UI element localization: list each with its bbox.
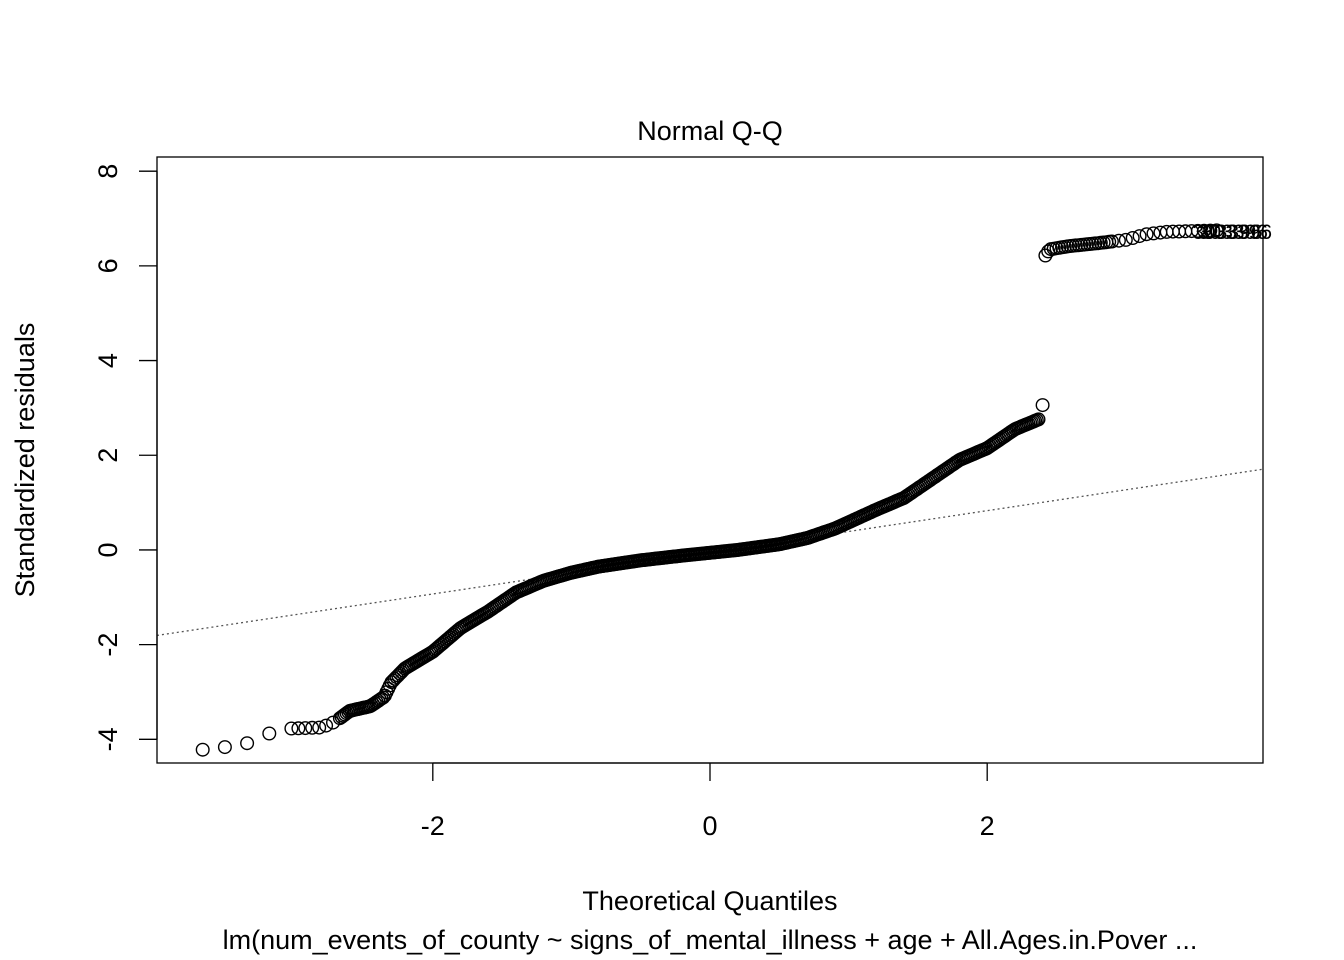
data-point xyxy=(319,718,334,733)
data-point xyxy=(1139,227,1154,242)
x-axis: -2 0 2 xyxy=(421,762,995,841)
data-point xyxy=(1118,232,1133,247)
data-point xyxy=(1203,223,1218,238)
data-point xyxy=(1111,233,1126,248)
outlier-label: 303396 xyxy=(1192,221,1262,244)
data-point xyxy=(262,726,277,741)
data-point xyxy=(1132,229,1147,244)
data-point xyxy=(240,736,255,751)
y-tick-label: 6 xyxy=(93,258,123,273)
data-point xyxy=(1146,226,1161,241)
data-point xyxy=(1031,412,1046,427)
y-tick-label: 8 xyxy=(93,164,123,179)
y-tick-label: 0 xyxy=(93,542,123,557)
data-point xyxy=(1104,234,1119,249)
data-point xyxy=(284,721,299,736)
qq-reference-line xyxy=(156,468,1264,637)
data-point xyxy=(298,721,313,736)
data-point xyxy=(312,720,327,735)
data-point xyxy=(305,720,320,735)
y-tick-label: -2 xyxy=(93,633,123,657)
data-point xyxy=(1209,223,1224,238)
outlier-label: 303396 xyxy=(1198,221,1268,244)
y-axis: -4 -2 0 2 4 6 8 xyxy=(93,164,158,751)
outlier-label: 303396 xyxy=(1202,221,1272,244)
x-tick-label: 0 xyxy=(702,811,717,841)
y-tick-label: 2 xyxy=(93,448,123,463)
data-point xyxy=(1035,398,1050,413)
data-point xyxy=(195,742,210,757)
chart-title: Normal Q-Q xyxy=(637,116,783,146)
plot-frame xyxy=(156,156,1264,764)
y-axis-label: Standardized residuals xyxy=(10,323,40,598)
data-point xyxy=(291,721,306,736)
x-tick-label: -2 xyxy=(421,811,445,841)
y-tick-label: 4 xyxy=(93,353,123,368)
residual-points xyxy=(195,223,1224,757)
x-axis-label: Theoretical Quantiles xyxy=(582,886,837,916)
y-tick-label: -4 xyxy=(93,727,123,751)
reference-line xyxy=(156,468,1264,637)
data-point xyxy=(217,740,232,755)
model-formula: lm(num_events_of_county ~ signs_of_menta… xyxy=(223,925,1198,955)
data-point xyxy=(1125,230,1140,245)
x-tick-label: 2 xyxy=(980,811,995,841)
